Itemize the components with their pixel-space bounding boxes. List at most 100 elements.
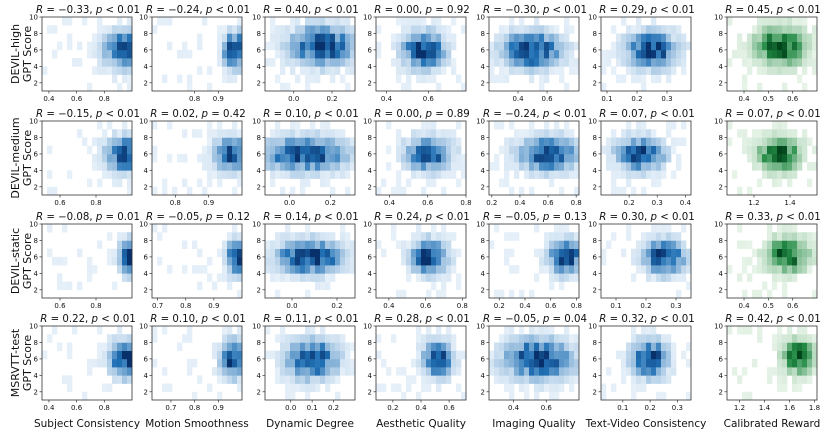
y-tick-label: 8 xyxy=(34,134,38,142)
heat-cell xyxy=(797,248,803,258)
y-tick-label: 4 xyxy=(593,372,598,380)
heat-cell xyxy=(315,137,321,146)
heat-cell xyxy=(767,265,773,274)
heat-cell xyxy=(569,273,575,282)
heat-cell xyxy=(509,326,515,335)
heat-cell xyxy=(335,41,341,51)
heat-cell xyxy=(681,256,687,266)
heat-cell xyxy=(792,375,798,384)
heat-cell xyxy=(127,153,133,163)
heat-cell xyxy=(509,17,515,26)
heat-cell xyxy=(436,358,442,368)
x-tick-label: 0.8 xyxy=(99,404,110,412)
heat-cell xyxy=(157,232,163,241)
heat-cell xyxy=(661,232,667,241)
heat-cell xyxy=(539,265,545,274)
heat-cell xyxy=(777,326,783,335)
heat-cell xyxy=(102,58,108,67)
heat-cell xyxy=(554,145,560,155)
heat-cell xyxy=(797,375,803,384)
heat-cell xyxy=(671,137,677,146)
heat-cell xyxy=(661,66,667,75)
heat-cell xyxy=(651,342,657,351)
heat-cell xyxy=(451,17,457,26)
heat-cell xyxy=(305,350,311,360)
heat-cell xyxy=(529,186,535,196)
y-tick-label: 2 xyxy=(481,79,485,87)
heat-cell xyxy=(345,58,351,67)
heat-cell xyxy=(97,240,103,249)
heat-cell xyxy=(456,358,462,368)
y-tick-label: 2 xyxy=(719,286,723,294)
heat-cell xyxy=(656,375,662,384)
heat-cell xyxy=(320,178,326,188)
heat-cell xyxy=(621,358,627,368)
heat-cell xyxy=(461,162,467,171)
heat-cell xyxy=(574,232,580,241)
plot-frame xyxy=(726,16,818,92)
y-tick-label: 10 xyxy=(252,323,261,331)
heat-cell xyxy=(676,232,682,241)
heat-cell xyxy=(504,49,510,59)
heat-cell xyxy=(752,33,758,42)
y-tick-label: 8 xyxy=(719,30,723,38)
heat-cell xyxy=(767,33,773,42)
heat-cell xyxy=(107,334,113,343)
heat-cell xyxy=(280,170,286,179)
heat-cell xyxy=(772,265,778,274)
heat-cell xyxy=(646,66,652,75)
heat-cell xyxy=(57,342,63,351)
heat-cell xyxy=(767,17,773,26)
heat-cell xyxy=(212,129,218,138)
heat-cell xyxy=(122,129,128,138)
heat-cell xyxy=(237,170,243,179)
heat-cell xyxy=(376,49,382,59)
heat-cell xyxy=(280,49,286,59)
heat-cell xyxy=(265,41,271,51)
heat-cell xyxy=(514,153,520,163)
heat-cell xyxy=(539,162,545,171)
heat-cell xyxy=(777,334,783,343)
heat-cell xyxy=(237,232,243,241)
heat-cell xyxy=(227,66,233,75)
heat-cell xyxy=(117,342,123,351)
heat-cell xyxy=(237,153,243,163)
heat-cell xyxy=(295,256,301,266)
heat-cell xyxy=(752,49,758,59)
heat-cell xyxy=(182,49,188,59)
heat-cell xyxy=(295,33,301,42)
heat-cell xyxy=(237,383,243,393)
heat-cell xyxy=(777,162,783,171)
heat-cell xyxy=(797,33,803,42)
heat-cell xyxy=(646,153,652,163)
y-tick-label: 10 xyxy=(363,118,372,126)
heat-cell xyxy=(519,350,525,360)
heat-cell xyxy=(446,153,452,163)
x-tick-label: 0.4 xyxy=(384,199,396,207)
heat-cell xyxy=(285,153,291,163)
heat-cell xyxy=(446,25,452,34)
heat-cell xyxy=(747,66,753,75)
heat-cell xyxy=(122,265,128,274)
heat-cell xyxy=(441,41,447,51)
heat-cell xyxy=(315,25,321,34)
heat-cell xyxy=(127,273,133,282)
heat-cell xyxy=(671,367,677,376)
heat-cell xyxy=(426,153,432,163)
heat-cell xyxy=(212,342,218,351)
heat-cell xyxy=(391,334,397,343)
heat-cell xyxy=(564,256,570,266)
heat-cell xyxy=(636,265,642,274)
heat-cell xyxy=(222,58,228,67)
heat-cell xyxy=(782,25,788,34)
heat-cell xyxy=(285,33,291,42)
y-tick-label: 8 xyxy=(368,30,372,38)
heat-cell xyxy=(270,25,276,34)
heat-cell xyxy=(666,58,672,67)
heat-cell xyxy=(524,145,530,155)
y-tick-label: 8 xyxy=(144,134,148,142)
heat-cell xyxy=(524,170,530,179)
y-tick-label: 2 xyxy=(257,286,261,294)
heat-cell xyxy=(421,121,427,130)
heat-cell xyxy=(310,350,316,360)
